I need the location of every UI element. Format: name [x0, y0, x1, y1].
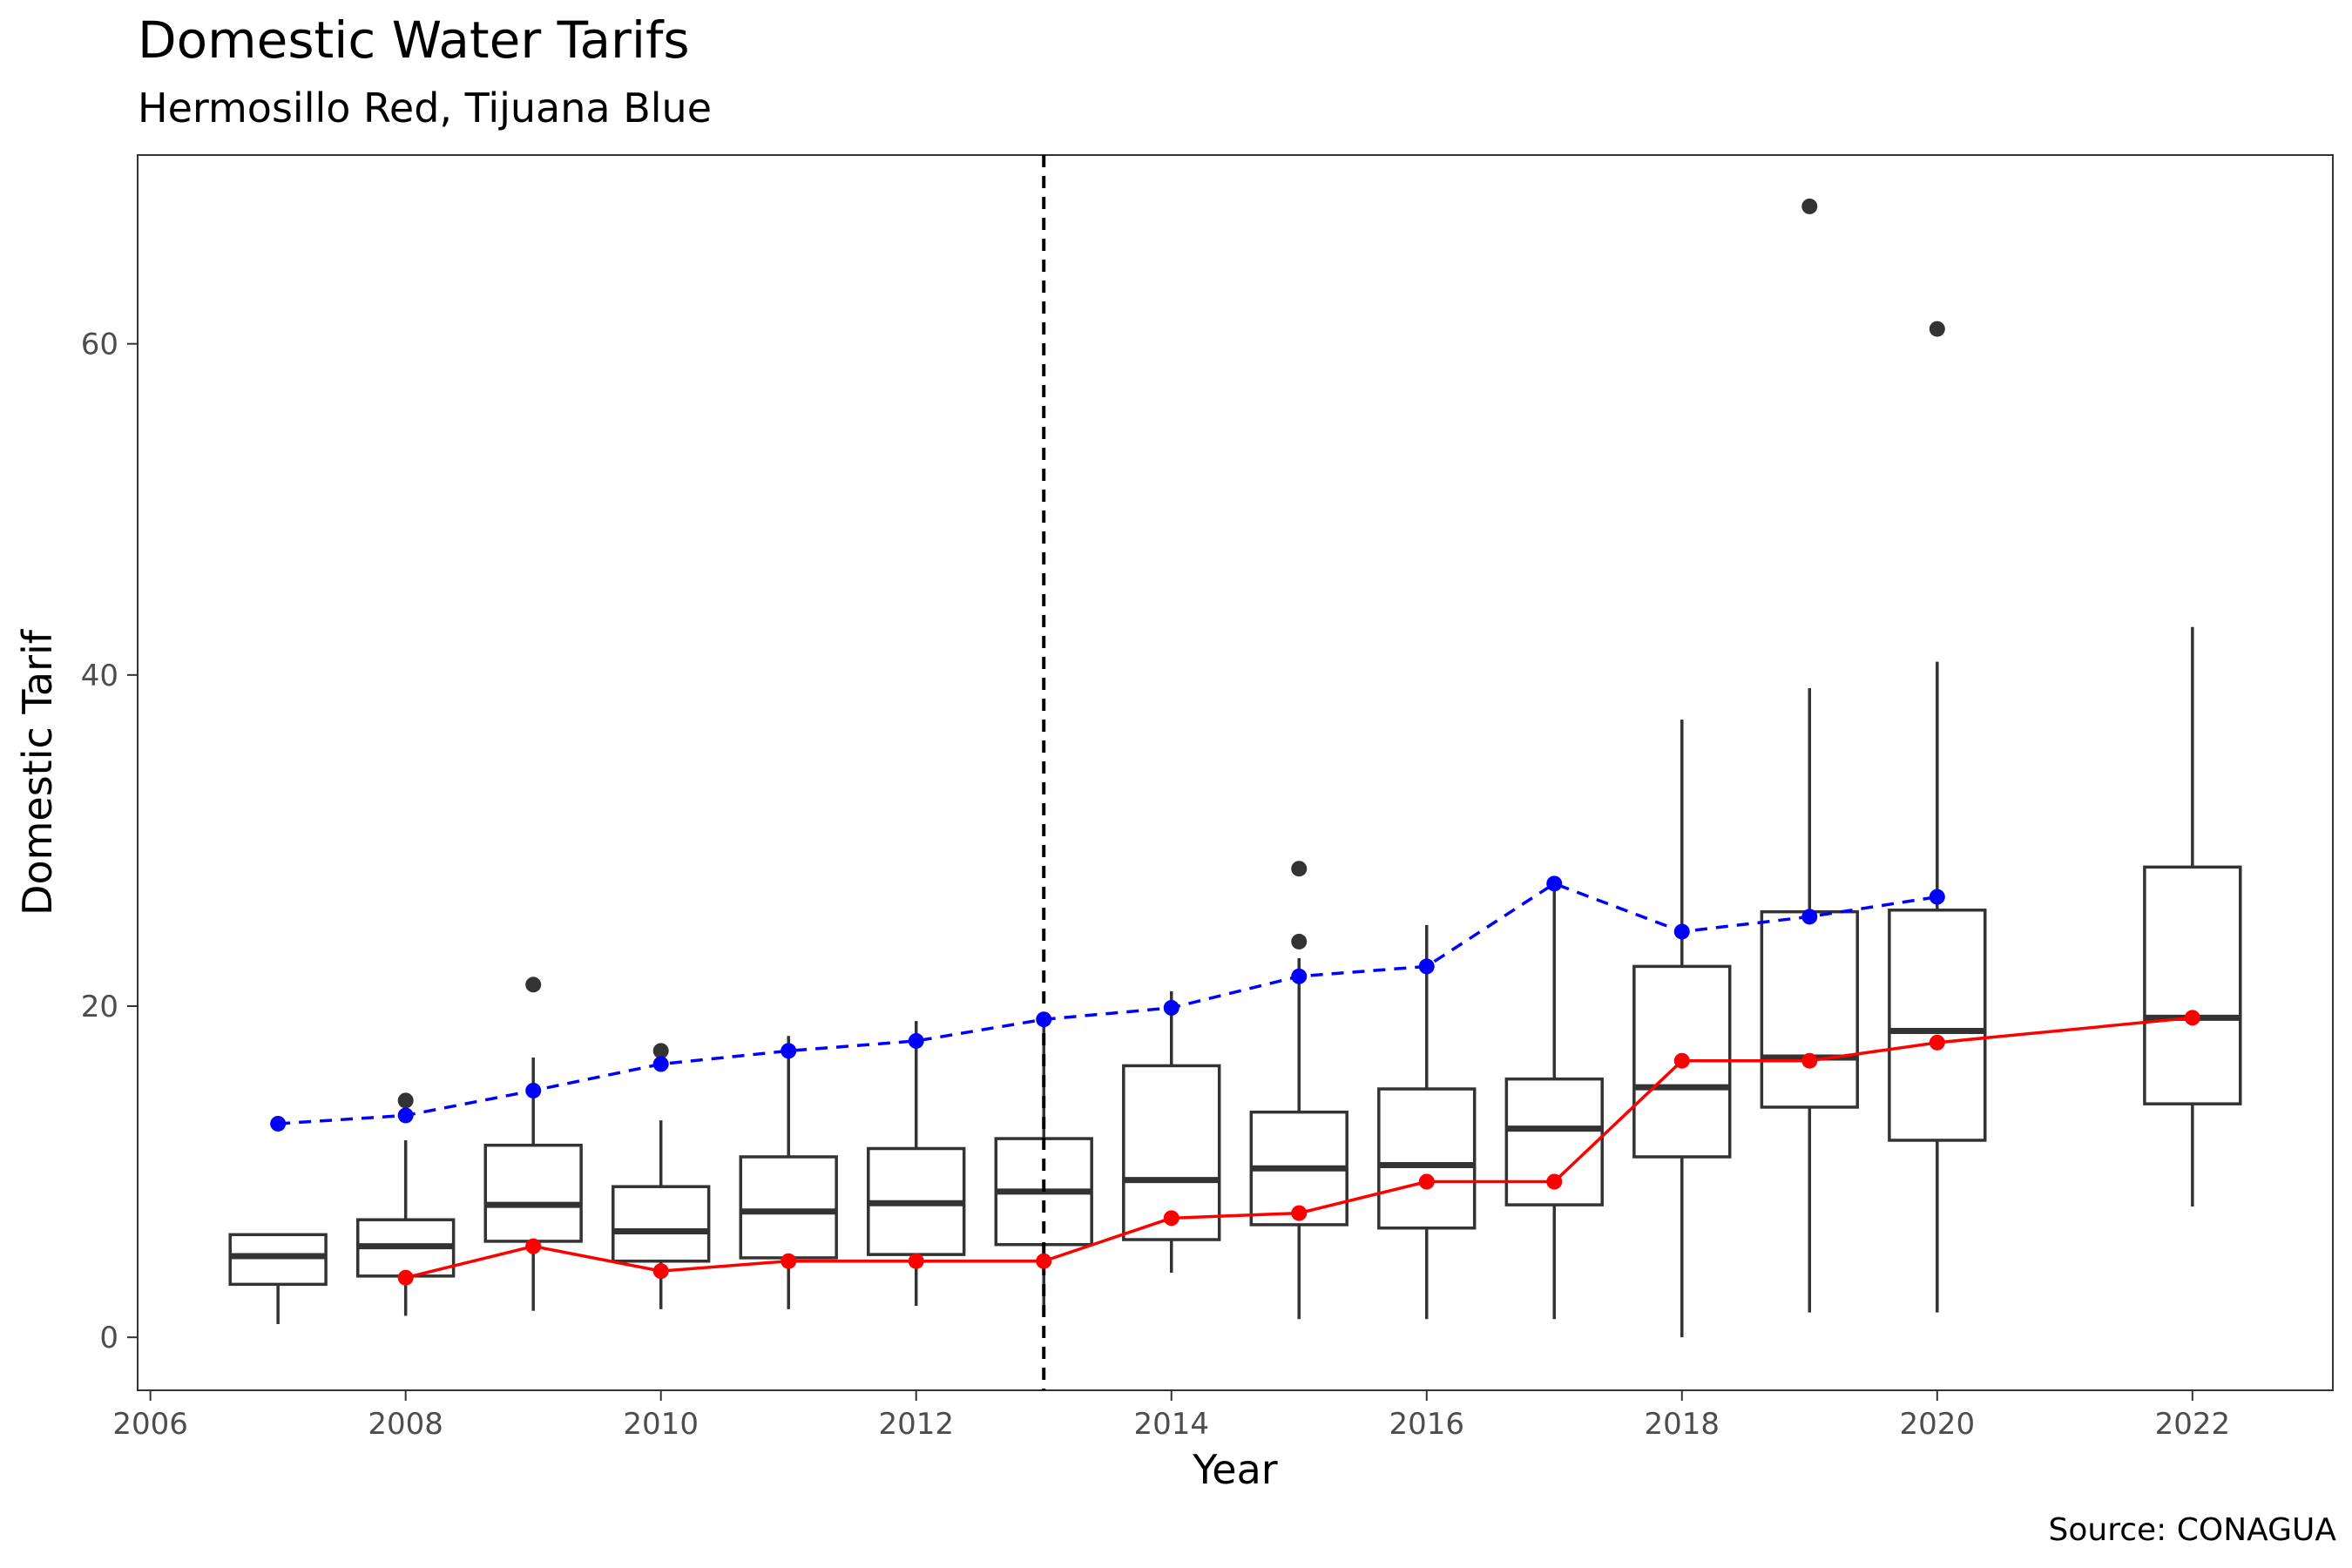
chart-caption: Source: CONAGUA: [2049, 1512, 2337, 1548]
box-2019: [1760, 198, 1859, 1313]
series-point: [652, 1056, 669, 1072]
box-iqr: [228, 1233, 328, 1287]
box-iqr: [1888, 909, 1987, 1142]
series-point: [2184, 1010, 2200, 1026]
series-point: [525, 1082, 542, 1098]
box-iqr: [612, 1185, 711, 1263]
series-point: [652, 1263, 669, 1280]
box-2007: [228, 1233, 328, 1324]
series-0: [270, 875, 1945, 1132]
series-point: [1291, 1205, 1308, 1221]
series-point: [397, 1107, 414, 1124]
series-point: [1163, 999, 1179, 1016]
y-tick-label: 40: [81, 659, 118, 693]
outlier-point: [397, 1092, 414, 1109]
series-point: [1418, 958, 1435, 975]
series-point: [1418, 1173, 1435, 1190]
series-point: [1801, 909, 1818, 925]
series-point: [1036, 1253, 1052, 1269]
series-point: [1036, 1011, 1052, 1028]
y-tick-label: 20: [81, 990, 118, 1024]
outlier-point: [1801, 198, 1818, 214]
outlier-point: [1291, 861, 1308, 877]
series-point: [908, 1253, 924, 1269]
x-tick-label: 2016: [1389, 1407, 1465, 1442]
x-tick-label: 2022: [2155, 1407, 2231, 1442]
box-2010: [612, 1043, 711, 1309]
box-2008: [355, 1092, 456, 1316]
series-line: [278, 882, 1938, 1125]
series-point: [525, 1238, 542, 1254]
series-point: [1546, 875, 1563, 892]
series-point: [1929, 1034, 1945, 1051]
series-point: [270, 1115, 287, 1132]
series-point: [1163, 1210, 1179, 1227]
series-point: [908, 1032, 924, 1049]
x-tick-label: 2006: [112, 1407, 188, 1442]
box-iqr: [483, 1143, 583, 1243]
x-axis: 2006 2008 2010 2012 2014 2016 2018 2020 2022: [112, 1390, 2230, 1442]
series-point: [1546, 1173, 1563, 1190]
x-tick-label: 2008: [368, 1407, 443, 1442]
x-axis-title: Year: [1192, 1446, 1277, 1493]
series-point: [1929, 889, 1945, 905]
box-iqr: [1377, 1087, 1477, 1230]
box-iqr: [1760, 909, 1859, 1109]
y-tick-label: 0: [99, 1321, 118, 1355]
outlier-point: [525, 977, 542, 993]
chart-subtitle: Hermosillo Red, Tijuana Blue: [138, 84, 712, 132]
plot-panel: [137, 154, 2334, 1391]
box-2014: [1122, 990, 1221, 1274]
series-point: [1673, 1052, 1690, 1069]
box-2016: [1377, 924, 1477, 1320]
box-2020: [1888, 321, 1987, 1313]
chart-marks: [228, 155, 2242, 1390]
y-tick-label: 60: [81, 328, 118, 362]
series-point: [1801, 1052, 1818, 1069]
series-point: [397, 1269, 414, 1286]
box-iqr: [2143, 865, 2242, 1105]
box-iqr: [1122, 1064, 1221, 1241]
outlier-point: [652, 1043, 669, 1059]
x-tick-label: 2020: [1900, 1407, 1976, 1442]
series-point: [1673, 923, 1690, 940]
series-line: [405, 1016, 2193, 1280]
x-tick-label: 2010: [623, 1407, 699, 1442]
x-tick-label: 2012: [878, 1407, 954, 1442]
box-iqr: [739, 1155, 838, 1260]
series-1: [397, 1010, 2200, 1286]
box-2011: [739, 1036, 838, 1309]
x-tick-label: 2014: [1133, 1407, 1209, 1442]
series-point: [781, 1253, 797, 1269]
outlier-point: [1929, 321, 1945, 337]
series-point: [781, 1043, 797, 1059]
y-axis: 0 20 40 60: [81, 328, 138, 1355]
x-tick-label: 2018: [1645, 1407, 1720, 1442]
outlier-point: [1291, 933, 1308, 950]
series-point: [1291, 968, 1308, 984]
chart-title: Domestic Water Tarifs: [138, 10, 690, 70]
y-axis-title: Domestic Tarif: [14, 628, 61, 916]
